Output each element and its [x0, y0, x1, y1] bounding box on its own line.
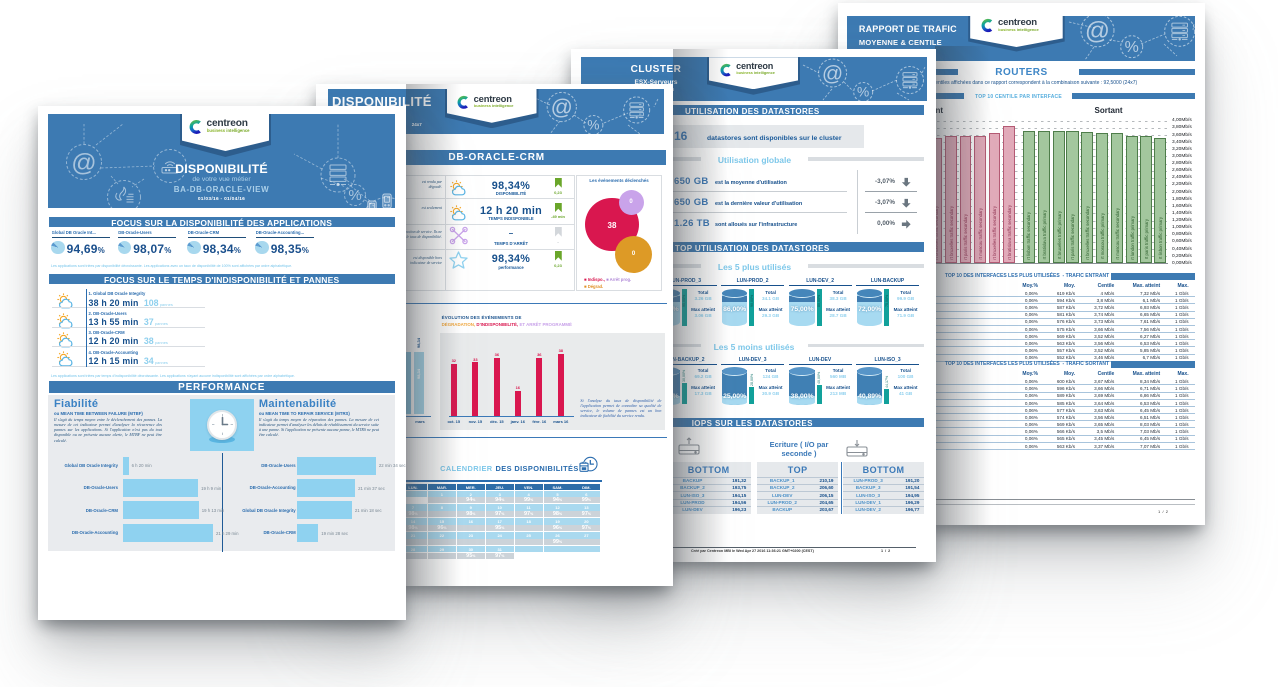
svg-text:@: @	[822, 63, 843, 86]
svg-text:%: %	[857, 85, 869, 100]
svg-text:@: @	[1085, 18, 1110, 45]
svg-text:%: %	[348, 187, 361, 204]
svg-text:%: %	[587, 118, 599, 133]
svg-text:%: %	[1124, 39, 1138, 56]
svg-text:@: @	[71, 149, 96, 177]
svg-text:@: @	[550, 94, 572, 119]
